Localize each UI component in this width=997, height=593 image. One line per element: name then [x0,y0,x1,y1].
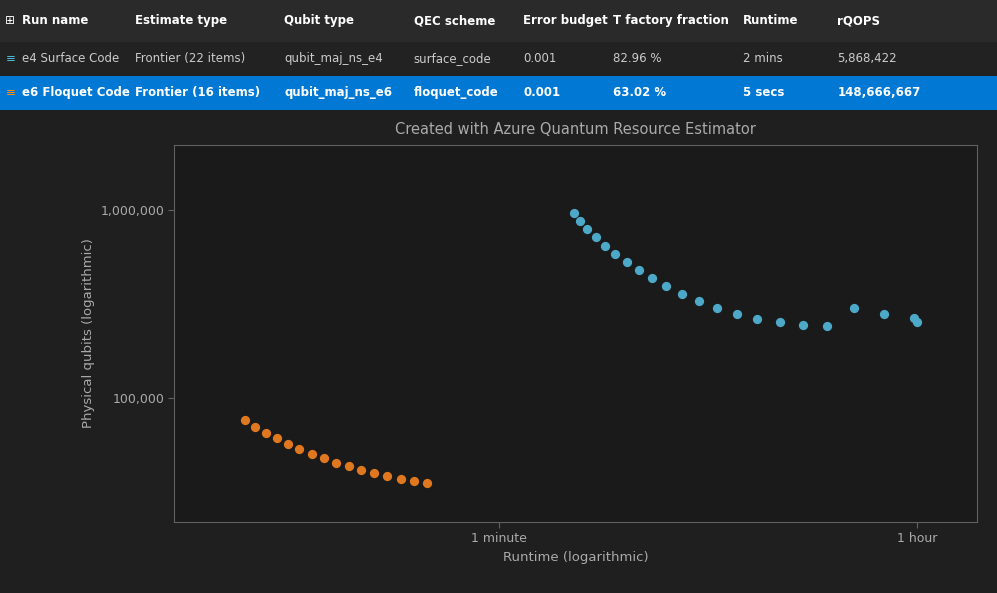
Text: e4 Surface Code: e4 Surface Code [22,52,120,65]
Point [406,476,422,486]
Text: 82.96 %: 82.96 % [613,52,662,65]
Text: 148,666,667: 148,666,667 [837,86,921,99]
Point [341,462,357,471]
Text: Qubit type: Qubit type [284,14,354,27]
Point [846,304,862,313]
Point [619,257,635,267]
Text: rQOPS: rQOPS [837,14,880,27]
Text: T factory fraction: T factory fraction [613,14,729,27]
Point [607,249,623,259]
Point [257,428,273,438]
Point [909,318,925,327]
Point [247,422,263,431]
Text: 5,868,422: 5,868,422 [837,52,897,65]
Point [709,303,725,313]
Point [729,309,745,318]
Point [366,468,382,478]
Text: 5 secs: 5 secs [743,86,784,99]
Text: ⊞: ⊞ [5,14,15,27]
Point [579,224,595,234]
Point [820,321,835,330]
Text: QEC scheme: QEC scheme [414,14,496,27]
Point [379,471,395,481]
Point [875,309,891,318]
Point [565,208,581,218]
Text: Frontier (16 items): Frontier (16 items) [135,86,260,99]
Text: ≡: ≡ [6,52,16,65]
Text: 2 mins: 2 mins [743,52,783,65]
Point [268,433,284,443]
Bar [0,76,997,110]
Text: qubit_maj_ns_e4: qubit_maj_ns_e4 [284,52,383,65]
Point [304,449,320,458]
Point [237,416,253,425]
Point [631,266,647,275]
Point [572,216,588,226]
Point [353,465,369,474]
Point [328,458,344,467]
Text: ≡: ≡ [6,86,16,99]
Point [597,241,613,250]
Point [750,314,766,323]
Point [588,232,604,242]
Point [674,289,690,299]
Text: 63.02 %: 63.02 % [613,86,666,99]
Bar [0,0,997,42]
Point [691,296,707,306]
Text: Run name: Run name [22,14,89,27]
Point [795,320,811,330]
Text: e6 Floquet Code: e6 Floquet Code [22,86,130,99]
Text: qubit_maj_ns_e6: qubit_maj_ns_e6 [284,86,392,99]
Point [393,474,409,483]
Text: floquet_code: floquet_code [414,86,498,99]
Bar [0,42,997,76]
Point [906,314,922,323]
Point [316,454,332,463]
X-axis label: Runtime (logarithmic): Runtime (logarithmic) [502,551,649,564]
Title: Created with Azure Quantum Resource Estimator: Created with Azure Quantum Resource Esti… [396,122,756,137]
Text: surface_code: surface_code [414,52,492,65]
Text: 0.001: 0.001 [523,86,560,99]
Text: Frontier (22 items): Frontier (22 items) [135,52,245,65]
Point [644,273,660,283]
Point [291,444,307,454]
Point [772,318,788,327]
Text: 0.001: 0.001 [523,52,556,65]
Text: Estimate type: Estimate type [135,14,226,27]
Point [658,282,674,291]
Point [280,439,296,449]
Text: Error budget: Error budget [523,14,608,27]
Y-axis label: Physical qubits (logarithmic): Physical qubits (logarithmic) [82,238,95,429]
Point [420,478,436,487]
Text: Runtime: Runtime [743,14,799,27]
